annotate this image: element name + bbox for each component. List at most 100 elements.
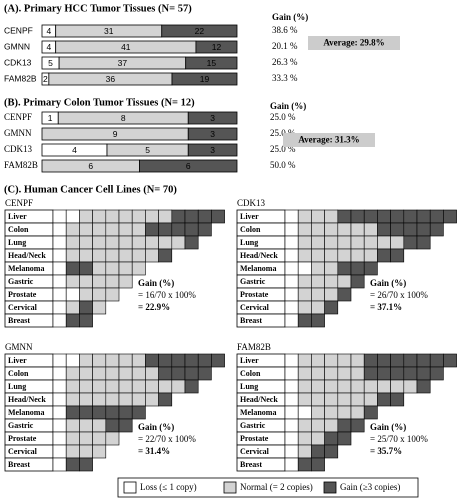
cell-normal	[171, 235, 186, 250]
bar-segment	[139, 159, 238, 173]
gain-result: = 35.7%	[370, 446, 402, 456]
cell-loss	[52, 261, 67, 276]
cell-loss	[65, 287, 80, 302]
cell-normal	[337, 222, 352, 237]
cell-loss	[284, 235, 299, 250]
tissue-label: Head/Neck	[240, 251, 278, 260]
cell-normal	[92, 222, 107, 237]
bar-segment	[161, 24, 238, 38]
gene-name: FAM82B	[237, 342, 271, 352]
cell-gain	[79, 313, 93, 328]
cell-loss	[284, 209, 299, 224]
row-label: GMNN	[4, 41, 30, 51]
cell-normal	[337, 248, 352, 263]
cell-loss	[52, 274, 67, 289]
cell-loss	[65, 353, 80, 368]
cell-gain	[92, 405, 107, 420]
cell-normal	[79, 366, 93, 381]
cell-normal	[105, 209, 120, 224]
cell-normal	[118, 222, 133, 237]
cell-normal	[324, 222, 339, 237]
cell-normal	[145, 235, 159, 250]
cell-normal	[79, 418, 93, 433]
gain-result: = 22.9%	[138, 302, 170, 312]
cell-normal	[105, 274, 120, 289]
cell-gain	[184, 209, 199, 224]
row-label: FAM82B	[4, 73, 37, 83]
tissue-label: Liver	[240, 212, 259, 221]
cell-normal	[390, 235, 405, 250]
cell-gain	[65, 313, 80, 328]
cell-gain	[171, 366, 186, 381]
cell-normal	[158, 379, 173, 394]
cell-normal	[118, 353, 133, 368]
cell-normal	[297, 235, 312, 250]
row-label: CENPF	[4, 25, 33, 35]
tissue-label: Lung	[8, 238, 26, 247]
tissue-label: Gastric	[240, 421, 266, 430]
gain-percent: 25.0 %	[270, 112, 296, 122]
segment-label: 41	[121, 42, 131, 52]
cell-loss	[52, 379, 67, 394]
cell-gain	[324, 300, 339, 315]
row-label: CDK13	[4, 144, 33, 154]
gain-formula: = 25/70 x 100%	[370, 434, 428, 444]
cell-gain	[429, 209, 444, 224]
tissue-label: Liver	[240, 356, 259, 365]
cell-gain	[211, 209, 225, 224]
cell-normal	[79, 235, 93, 250]
cell-normal	[92, 392, 107, 407]
cell-gain	[443, 209, 457, 224]
cell-normal	[350, 235, 365, 250]
cell-normal	[131, 209, 146, 224]
cell-loss	[284, 313, 299, 328]
cell-normal	[92, 353, 107, 368]
cell-loss	[52, 287, 67, 302]
cell-gain	[158, 222, 173, 237]
segment-label: 3	[210, 113, 215, 123]
bar-segment	[187, 143, 238, 157]
cell-normal	[92, 248, 107, 263]
cell-normal	[65, 392, 80, 407]
segment-label: 12	[212, 42, 222, 52]
cell-gain	[363, 261, 378, 276]
cell-normal	[311, 261, 325, 276]
cell-loss	[52, 300, 67, 315]
segment-label: 36	[106, 74, 116, 84]
cell-gain	[337, 261, 352, 276]
cell-normal	[350, 222, 365, 237]
cell-normal	[79, 248, 93, 263]
legend-swatch	[323, 481, 337, 494]
cell-normal	[92, 366, 107, 381]
cell-normal	[311, 222, 325, 237]
cell-normal	[311, 235, 325, 250]
tissue-label: Melanoma	[8, 264, 44, 273]
tissue-label: Breast	[8, 460, 30, 469]
cell-normal	[377, 235, 391, 250]
cell-loss	[284, 248, 299, 263]
cell-gain	[429, 366, 444, 381]
cell-gain	[350, 261, 365, 276]
cell-normal	[403, 379, 418, 394]
cell-normal	[324, 274, 339, 289]
cell-normal	[171, 379, 186, 394]
cell-normal	[158, 235, 173, 250]
cell-normal	[158, 209, 173, 224]
cell-normal	[65, 235, 80, 250]
cell-normal	[92, 379, 107, 394]
tissue-label: Colon	[8, 369, 29, 378]
cell-normal	[79, 209, 93, 224]
cell-normal	[118, 248, 133, 263]
tissue-label: Prostate	[240, 434, 269, 443]
legend-label: Gain (≥3 copies)	[340, 482, 400, 492]
cell-normal	[105, 261, 120, 276]
cell-gain	[363, 209, 378, 224]
cell-gain	[145, 222, 159, 237]
gain-header: Gain (%)	[272, 12, 308, 22]
cell-gain	[390, 222, 405, 237]
cell-normal	[297, 431, 312, 446]
cell-normal	[324, 261, 339, 276]
gain-header: Gain (%)	[138, 422, 174, 432]
bar-segment	[187, 111, 238, 125]
cell-gain	[79, 457, 93, 472]
